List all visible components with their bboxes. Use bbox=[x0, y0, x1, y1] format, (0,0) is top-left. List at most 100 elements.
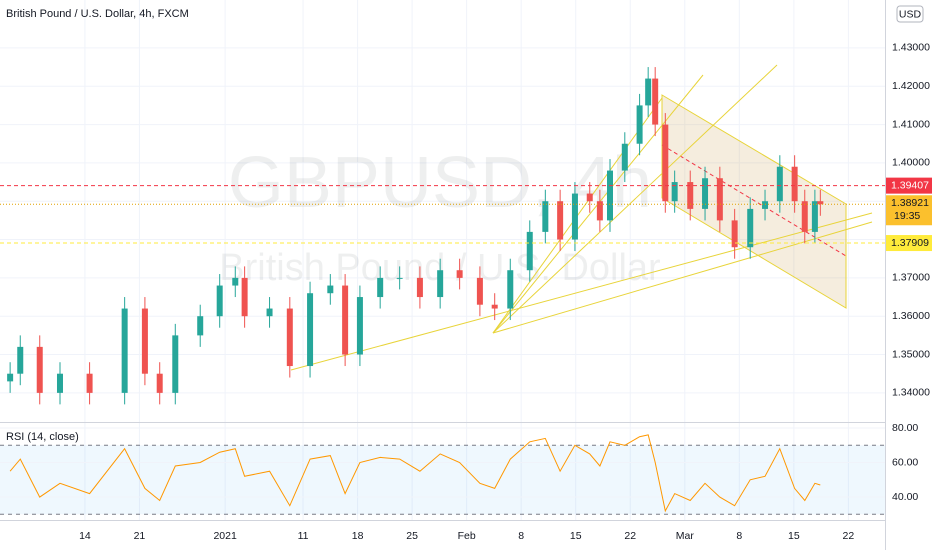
candle-body bbox=[702, 178, 709, 209]
x-tick-label: Mar bbox=[676, 530, 695, 542]
candle-body bbox=[396, 277, 403, 279]
candle-body bbox=[56, 373, 63, 393]
candle-body bbox=[526, 231, 533, 271]
x-tick-label: 22 bbox=[624, 530, 636, 542]
rsi-line bbox=[9, 434, 821, 513]
candle-body bbox=[342, 285, 349, 355]
candle-body bbox=[731, 220, 738, 248]
x-tick-label: 15 bbox=[788, 530, 800, 542]
candle-body bbox=[232, 277, 239, 286]
candle-body bbox=[216, 285, 223, 317]
candle-body bbox=[437, 270, 444, 298]
trendline bbox=[492, 64, 778, 334]
candle-body bbox=[121, 308, 128, 393]
candle-body bbox=[621, 143, 628, 171]
x-tick-label: 21 bbox=[134, 530, 146, 542]
last-price-label: 1.38921 bbox=[891, 197, 929, 209]
candle-body bbox=[476, 277, 483, 305]
candle-body bbox=[17, 346, 24, 374]
currency: USD bbox=[899, 8, 922, 20]
y-tick-label: 1.42000 bbox=[892, 80, 930, 92]
chart-title: British Pound / U.S. Dollar, 4h, FXCM bbox=[6, 8, 189, 20]
x-tick-label: 22 bbox=[843, 530, 855, 542]
candle-body bbox=[172, 335, 179, 393]
rsi-title: RSI (14, close) bbox=[6, 431, 79, 443]
candle-body bbox=[687, 182, 694, 209]
candle-body bbox=[776, 166, 783, 202]
candle-body bbox=[266, 308, 273, 317]
price-label-box bbox=[886, 177, 932, 194]
pane-separator bbox=[0, 422, 885, 423]
candle-body bbox=[456, 270, 463, 278]
x-tick-label: 18 bbox=[352, 530, 364, 542]
price-axis-border bbox=[885, 0, 886, 550]
candle-body bbox=[557, 201, 564, 240]
candle-body bbox=[197, 316, 204, 336]
candle-body bbox=[791, 166, 798, 202]
y-tick-label: 1.34000 bbox=[892, 387, 930, 399]
rsi-band bbox=[0, 445, 885, 515]
candle-body bbox=[327, 285, 334, 294]
y-tick-label: 1.40000 bbox=[892, 157, 930, 169]
candle-body bbox=[141, 308, 148, 374]
y-tick-label: 1.37000 bbox=[892, 272, 930, 284]
candle-body bbox=[747, 208, 754, 248]
y-tick-label: 40.00 bbox=[892, 491, 918, 503]
y-tick-label: 80.00 bbox=[892, 422, 918, 434]
x-tick-label: 15 bbox=[570, 530, 582, 542]
price-label: 1.37909 bbox=[891, 237, 929, 249]
candle-body bbox=[596, 201, 603, 221]
candle-body bbox=[671, 182, 678, 202]
countdown: 19:35 bbox=[894, 210, 920, 222]
last-price-box bbox=[886, 195, 932, 226]
candle-body bbox=[801, 201, 808, 232]
candle-body bbox=[662, 124, 669, 202]
y-tick-label: 1.35000 bbox=[892, 348, 930, 360]
candle-body bbox=[491, 304, 498, 309]
y-tick-label: 1.36000 bbox=[892, 310, 930, 322]
candle-body bbox=[156, 373, 163, 393]
candle-body bbox=[507, 270, 514, 309]
candle-body bbox=[416, 277, 423, 298]
candle-body bbox=[241, 277, 248, 317]
candle-body bbox=[586, 193, 593, 202]
x-tick-label: 11 bbox=[298, 530, 309, 542]
currency-button[interactable] bbox=[896, 5, 924, 23]
candle-body bbox=[286, 308, 293, 367]
watermark: GBPUSD, 4h bbox=[228, 143, 652, 223]
candle-body bbox=[356, 297, 363, 355]
y-tick-label: 60.00 bbox=[892, 456, 918, 468]
candle-body bbox=[86, 373, 93, 393]
trendline bbox=[492, 221, 873, 334]
candle-body bbox=[652, 78, 659, 125]
x-tick-label: 2021 bbox=[213, 530, 237, 542]
candle-body bbox=[542, 201, 549, 232]
price-label-box bbox=[886, 235, 932, 252]
candles bbox=[7, 67, 824, 513]
x-tick-label: 8 bbox=[518, 530, 524, 542]
candle-body bbox=[36, 346, 43, 393]
x-tick-label: 25 bbox=[406, 530, 418, 542]
trendline bbox=[290, 212, 873, 371]
candle-body bbox=[606, 170, 613, 221]
channel-midline bbox=[661, 144, 847, 257]
candle-body bbox=[716, 178, 723, 221]
x-tick-label: Feb bbox=[458, 530, 476, 542]
x-tick-label: 14 bbox=[79, 530, 91, 542]
candle-body bbox=[645, 78, 652, 106]
candle-body bbox=[817, 201, 824, 205]
candle-body bbox=[636, 105, 643, 144]
y-tick-label: 1.43000 bbox=[892, 42, 930, 54]
candle-body bbox=[571, 193, 578, 240]
candle-body bbox=[811, 201, 818, 232]
candle-body bbox=[762, 201, 769, 209]
candle-body bbox=[307, 293, 314, 367]
price-label: 1.39407 bbox=[891, 179, 929, 191]
x-tick-label: 8 bbox=[736, 530, 742, 542]
candle-body bbox=[377, 277, 384, 298]
y-tick-label: 1.41000 bbox=[892, 118, 930, 130]
candle-body bbox=[7, 373, 14, 382]
channel bbox=[661, 94, 847, 309]
